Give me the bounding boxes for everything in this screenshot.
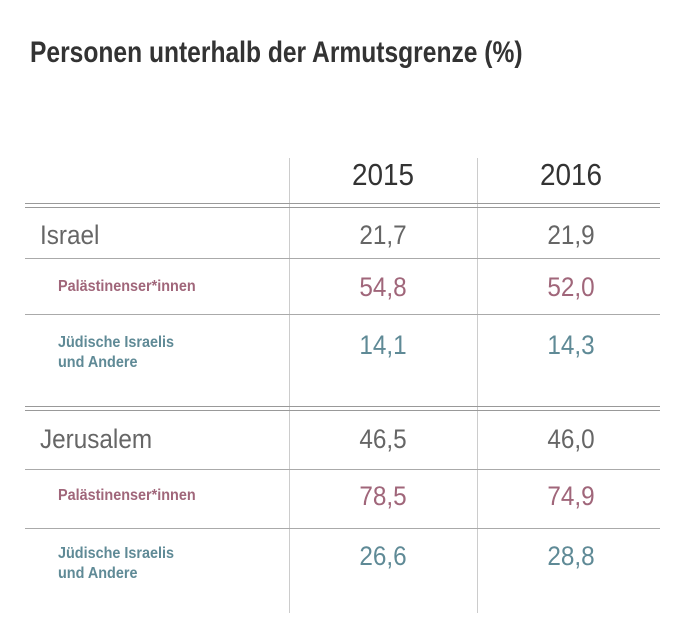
row-rule (25, 528, 660, 529)
row-rule (25, 258, 660, 259)
column-divider (289, 158, 290, 613)
cell-value: 21,9 (547, 220, 595, 250)
rule (25, 406, 660, 407)
column-header: 2015 (351, 157, 415, 192)
rule (25, 207, 660, 208)
cell-value: 78,5 (359, 481, 407, 511)
row-label: Palästinenser*innen (58, 487, 196, 504)
row-rule (25, 469, 660, 470)
cell-value: 14,3 (547, 330, 595, 360)
row-label: Israel (40, 220, 100, 250)
row-label: Jerusalem (40, 424, 153, 454)
cell-value: 46,5 (359, 424, 407, 454)
title: Personen unterhalb der Armutsgrenze (%) (30, 36, 523, 69)
cell-value: 46,0 (547, 424, 595, 454)
rule (25, 410, 660, 411)
cell-value: 21,7 (359, 220, 407, 250)
cell-value: 74,9 (547, 481, 595, 511)
rule (25, 203, 660, 204)
column-header: 2016 (539, 157, 603, 192)
row-label: Palästinenser*innen (58, 278, 196, 295)
row-label: Jüdische Israelis und Andere (58, 334, 175, 371)
row-rule (25, 314, 660, 315)
cell-value: 14,1 (359, 330, 407, 360)
cell-value: 52,0 (547, 272, 595, 302)
column-divider (477, 158, 478, 613)
row-label: Jüdische Israelis und Andere (58, 545, 175, 582)
cell-value: 54,8 (359, 272, 407, 302)
cell-value: 28,8 (547, 541, 595, 571)
cell-value: 26,6 (359, 541, 407, 571)
